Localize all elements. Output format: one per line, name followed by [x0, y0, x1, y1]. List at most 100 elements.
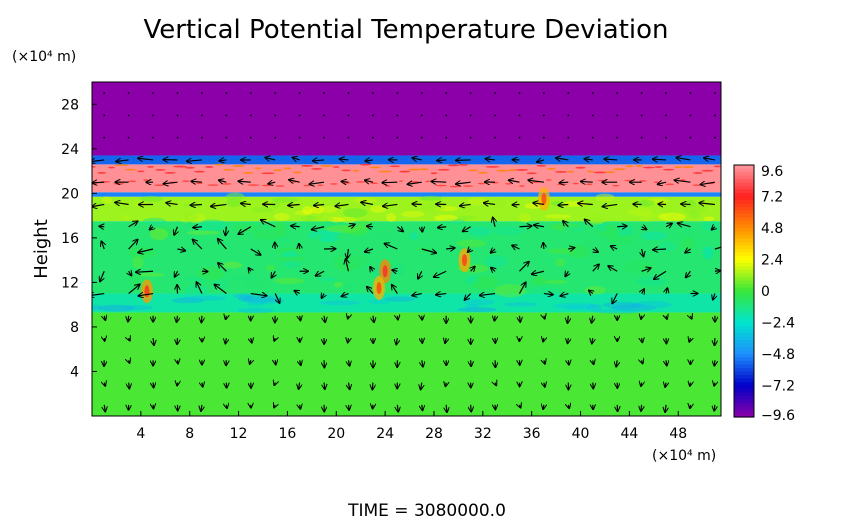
heatmap-streak: [545, 179, 552, 181]
heatmap-patch: [563, 304, 594, 310]
vector-arrow: [612, 293, 618, 304]
colorbar-swatch: [734, 305, 754, 310]
heatmap-streak: [303, 184, 311, 187]
colorbar-swatch: [734, 182, 754, 187]
time-label: TIME = 3080000.0: [347, 501, 506, 519]
vector-dot: [274, 136, 277, 139]
vector-dot: [103, 114, 106, 117]
heatmap-layer-7: [92, 82, 721, 156]
vector-arrow: [365, 160, 374, 161]
vector-arrow: [568, 405, 569, 408]
vector-dot: [713, 92, 716, 95]
heatmap-patch: [492, 226, 525, 236]
vector-arrow: [310, 182, 325, 184]
heatmap-patch: [194, 225, 218, 235]
heatmap-streak: [567, 170, 575, 173]
heatmap-streak: [261, 184, 272, 187]
vector-arrow: [666, 360, 667, 365]
y-axis: 4 8 12 16 20 24 28: [61, 97, 97, 380]
vector-dot: [518, 92, 521, 95]
vector-arrow: [568, 248, 574, 249]
x-tick-label: 24: [376, 426, 394, 442]
heatmap-patch: [357, 219, 371, 230]
vector-arrow: [519, 262, 528, 272]
heatmap-patch: [233, 223, 260, 233]
heatmap-patch: [92, 282, 103, 291]
x-tick-label: 16: [279, 426, 297, 442]
heatmap-patch: [640, 231, 668, 241]
vector-arrow: [493, 218, 495, 227]
x-tick-label: 28: [425, 426, 443, 442]
heatmap-patch: [484, 255, 508, 268]
heatmap-patch: [703, 216, 715, 222]
vector-dot: [543, 136, 545, 139]
heatmap-streak: [519, 185, 525, 187]
heatmap-streak: [515, 169, 529, 171]
colorbar-swatch: [734, 382, 754, 387]
vector-arrow: [340, 159, 349, 160]
heatmap-patch: [137, 272, 165, 277]
vector-dot: [689, 92, 692, 95]
vector-arrow: [471, 267, 475, 272]
vector-arrow: [592, 337, 593, 343]
heatmap-patch: [584, 286, 606, 295]
colorbar-swatch: [734, 319, 754, 324]
heatmap-streak: [477, 171, 488, 174]
vector-dot: [567, 92, 570, 95]
heatmap-patch: [564, 225, 586, 232]
colorbar-tick-label: 2.4: [761, 253, 783, 269]
vector-dot: [176, 114, 179, 117]
vector-arrow: [437, 160, 447, 161]
colorbar-swatch: [734, 224, 754, 229]
vector-arrow: [129, 338, 130, 340]
vector-dot: [567, 114, 570, 117]
heatmap-streak: [662, 168, 675, 171]
x-tick-label: 4: [136, 426, 145, 442]
vector-arrow: [201, 315, 202, 323]
colorbar-swatch: [734, 270, 754, 275]
heatmap-patch: [434, 214, 459, 222]
heatmap-patch: [320, 205, 338, 213]
y-tick-label: 20: [61, 186, 79, 202]
vector-arrow: [445, 383, 446, 387]
heatmap-patch: [488, 197, 500, 205]
vector-arrow: [714, 383, 715, 386]
vector-dot: [591, 136, 594, 139]
x-tick-label: 36: [523, 426, 541, 442]
heatmap-streak: [153, 184, 165, 187]
vector-arrow: [299, 382, 300, 389]
heatmap-patch: [212, 278, 230, 289]
colorbar: 9.6 7.2 4.8 2.4 0 −2.4 −4.8 −7.2 −9.6: [733, 164, 795, 424]
vector-arrow: [104, 404, 105, 412]
vector-arrow: [392, 285, 398, 294]
colorbar-swatch: [734, 361, 754, 366]
vector-arrow: [585, 159, 593, 160]
heatmap-patch: [522, 286, 558, 293]
vector-arrow: [365, 180, 374, 182]
vector-dot: [420, 92, 423, 95]
heatmap-patch: [310, 216, 334, 222]
heatmap-streak: [654, 181, 659, 184]
heatmap-patch: [149, 228, 168, 241]
colorbar-swatch: [734, 389, 754, 394]
vector-arrow: [641, 383, 642, 386]
vector-arrow: [274, 383, 275, 385]
heatmap-patch: [334, 255, 368, 268]
y-axis-label: Height: [31, 219, 52, 279]
heatmap-streak: [419, 168, 429, 171]
heatmap-streak: [173, 165, 187, 168]
heatmap-patch: [681, 237, 695, 252]
heatmap-patch: [567, 245, 590, 258]
heatmap-streak: [458, 164, 468, 166]
vector-arrow: [480, 294, 496, 296]
heatmap-streak: [113, 182, 125, 185]
heatmap-patch: [408, 232, 419, 240]
heatmap-patch: [669, 231, 695, 242]
heatmap-patch: [237, 307, 274, 314]
heatmap-patch: [615, 224, 634, 237]
colorbar-swatch: [734, 347, 754, 352]
vector-arrow: [412, 294, 422, 296]
vector-arrow: [654, 270, 667, 279]
vector-arrow: [138, 294, 154, 296]
heatmap-streak: [125, 168, 137, 171]
